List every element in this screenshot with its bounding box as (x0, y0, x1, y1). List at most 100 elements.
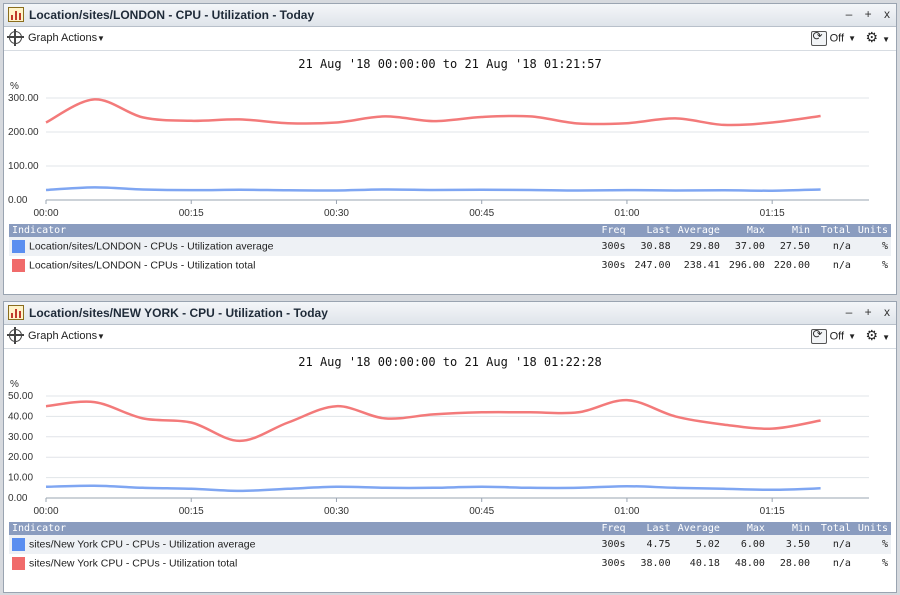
col-total: Total (813, 522, 854, 535)
gear-icon: ⚙ (865, 327, 879, 343)
units-value: % (853, 237, 891, 256)
x-tick-label: 00:00 (33, 506, 58, 517)
series-color-swatch[interactable] (12, 557, 25, 570)
close-button[interactable]: x (884, 7, 890, 21)
x-tick-label: 00:15 (179, 208, 204, 219)
y-tick-label: 20.00 (8, 452, 33, 463)
refresh-icon (810, 327, 827, 344)
y-axis-unit: % (10, 81, 19, 92)
maximize-button[interactable]: + (864, 7, 872, 21)
units-value: % (853, 256, 891, 275)
x-tick-label: 01:00 (614, 506, 639, 517)
y-tick-label: 10.00 (8, 473, 33, 484)
series-line-1 (45, 98, 821, 127)
refresh-icon (810, 29, 827, 46)
min-value: 3.50 (767, 535, 813, 554)
x-tick-label: 01:15 (760, 208, 785, 219)
chevron-down-icon[interactable]: ▼ (97, 332, 105, 341)
settings-dropdown[interactable]: ⚙ ▼ (866, 327, 890, 344)
series-color-swatch[interactable] (12, 240, 25, 253)
max-value: 48.00 (722, 554, 768, 573)
minimize-button[interactable]: – (845, 305, 853, 319)
col-indicator: Indicator (9, 522, 594, 535)
gear-icon: ⚙ (865, 29, 879, 45)
x-tick-label: 00:30 (324, 506, 349, 517)
chevron-down-icon[interactable]: ▼ (97, 34, 105, 43)
freq-value: 300s (593, 535, 629, 554)
chart-app-icon (8, 7, 24, 22)
col-max: Max (722, 522, 768, 535)
max-value: 37.00 (722, 237, 768, 256)
minimize-button[interactable]: – (845, 7, 853, 21)
average-value: 5.02 (673, 535, 723, 554)
col-freq: Freq (593, 522, 629, 535)
total-value: n/a (813, 554, 854, 573)
min-value: 27.50 (767, 237, 813, 256)
crosshair-icon[interactable] (7, 327, 24, 344)
min-value: 28.00 (767, 554, 813, 573)
legend-table: Indicator Freq Last Average Max Min Tota… (9, 224, 891, 275)
panel-titlebar[interactable]: Location/sites/NEW YORK - CPU - Utilizat… (4, 302, 896, 325)
col-indicator: Indicator (9, 224, 594, 237)
refresh-dropdown[interactable]: Off▼ (810, 29, 856, 46)
panel-title: Location/sites/LONDON - CPU - Utilizatio… (29, 8, 315, 22)
chart-time-range: 21 Aug '18 00:00:00 to 21 Aug '18 01:22:… (298, 355, 602, 369)
total-value: n/a (813, 535, 854, 554)
legend-row[interactable]: sites/New York CPU - CPUs - Utilization … (9, 535, 891, 554)
y-tick-label: 200.00 (8, 127, 39, 138)
average-value: 29.80 (673, 237, 723, 256)
col-last: Last (628, 224, 674, 237)
refresh-dropdown[interactable]: Off▼ (810, 327, 856, 344)
series-line-1 (45, 398, 821, 443)
col-average: Average (673, 224, 723, 237)
graph-actions-button[interactable]: Graph Actions (28, 32, 98, 44)
x-tick-label: 00:45 (469, 208, 494, 219)
refresh-label: Off (829, 330, 845, 343)
average-value: 238.41 (673, 256, 723, 275)
graph-actions-button[interactable]: Graph Actions (28, 330, 98, 342)
last-value: 247.00 (628, 256, 674, 275)
col-units: Units (853, 522, 891, 535)
legend-table: Indicator Freq Last Average Max Min Tota… (9, 522, 891, 573)
last-value: 4.75 (628, 535, 674, 554)
y-tick-label: 40.00 (8, 411, 33, 422)
panel-toolbar: Graph Actions ▼ Off▼ ⚙▼ (4, 325, 896, 349)
close-button[interactable]: x (884, 305, 890, 319)
indicator-name: sites/New York CPU - CPUs - Utilization … (29, 538, 256, 551)
y-tick-label: 30.00 (8, 432, 33, 443)
maximize-button[interactable]: + (864, 305, 872, 319)
col-freq: Freq (593, 224, 629, 237)
panel-titlebar[interactable]: Location/sites/LONDON - CPU - Utilizatio… (4, 4, 896, 27)
max-value: 6.00 (722, 535, 768, 554)
legend-row[interactable]: Location/sites/LONDON - CPUs - Utilizati… (9, 237, 891, 256)
crosshair-icon[interactable] (7, 29, 24, 46)
chevron-down-icon: ▼ (882, 35, 890, 44)
freq-value: 300s (593, 554, 629, 573)
col-min: Min (767, 224, 813, 237)
col-average: Average (673, 522, 723, 535)
series-color-swatch[interactable] (12, 259, 25, 272)
chart-app-icon (8, 305, 24, 320)
indicator-name: Location/sites/LONDON - CPUs - Utilizati… (29, 259, 256, 272)
units-value: % (853, 535, 891, 554)
chevron-down-icon: ▼ (848, 34, 856, 44)
col-max: Max (722, 224, 768, 237)
freq-value: 300s (593, 237, 629, 256)
indicator-name: sites/New York CPU - CPUs - Utilization … (29, 557, 238, 570)
x-tick-label: 00:00 (33, 208, 58, 219)
x-tick-label: 01:15 (760, 506, 785, 517)
y-tick-label: 300.00 (8, 93, 39, 104)
y-tick-label: 0.00 (8, 195, 28, 206)
legend-row[interactable]: sites/New York CPU - CPUs - Utilization … (9, 554, 891, 573)
line-chart[interactable]: 0.00 100.00 200.00 300.00 00:00 00:15 00:30 00:… (4, 90, 896, 220)
y-axis-unit: % (10, 379, 19, 390)
legend-row[interactable]: Location/sites/LONDON - CPUs - Utilizati… (9, 256, 891, 275)
total-value: n/a (813, 256, 854, 275)
settings-dropdown[interactable]: ⚙ ▼ (866, 29, 890, 46)
line-chart[interactable]: 0.00 10.00 20.00 30.00 40.00 50.00 00:00 00:15 0… (4, 388, 896, 518)
y-tick-label: 50.00 (8, 391, 33, 402)
panel-title: Location/sites/NEW YORK - CPU - Utilizat… (29, 306, 328, 320)
series-color-swatch[interactable] (12, 538, 25, 551)
last-value: 30.88 (628, 237, 674, 256)
col-units: Units (853, 224, 891, 237)
